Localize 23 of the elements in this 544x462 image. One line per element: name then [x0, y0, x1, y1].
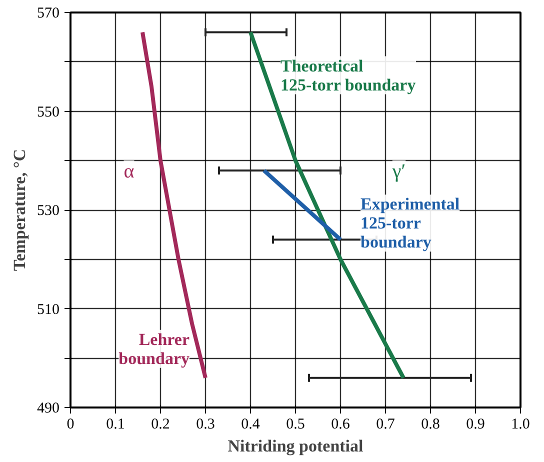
y-axis-title: Temperature, °C [10, 148, 29, 271]
series-label: Lehrer boundary [118, 330, 190, 368]
x-tick-label: 0.8 [421, 416, 440, 432]
y-tick-label: 570 [37, 6, 60, 22]
annotation: α [124, 160, 135, 182]
annotation: γ′ [391, 160, 406, 182]
x-tick-label: 0.4 [241, 416, 260, 432]
x-axis-title: Nitriding potential [228, 436, 364, 456]
y-tick-label: 510 [37, 302, 60, 318]
x-tick-label: 0.6 [331, 416, 350, 432]
x-tick-label: 0.7 [376, 416, 396, 432]
x-tick-label: 0.5 [286, 416, 305, 432]
x-tick-label: 0 [66, 416, 74, 432]
x-tick-label: 0.2 [151, 416, 170, 432]
x-tick-label: 1.0 [511, 416, 530, 432]
x-tick-label: 0.3 [196, 416, 215, 432]
series-label: Experimental 125-torr boundary [360, 194, 460, 252]
y-tick-label: 530 [37, 203, 60, 219]
series-label: Theoretical 125-torr boundary [280, 56, 416, 94]
x-tick-label: 0.1 [106, 416, 125, 432]
y-tick-label: 550 [37, 104, 60, 120]
y-tick-label: 490 [37, 400, 60, 416]
x-tick-label: 0.9 [466, 416, 485, 432]
